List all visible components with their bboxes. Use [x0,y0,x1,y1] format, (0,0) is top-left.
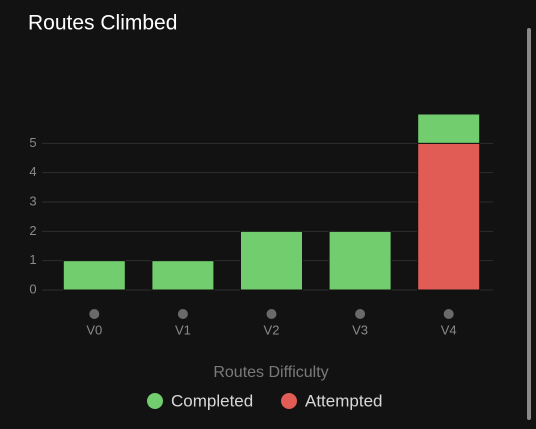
x-tick-dot [177,309,188,319]
y-tick-label: 5 [29,135,36,150]
x-tick-dot [89,309,100,319]
y-tick-label: 2 [29,223,36,238]
bar-segment [62,260,126,291]
scrollbar[interactable] [527,28,531,420]
chart-title: Routes Climbed [28,12,177,35]
legend-swatch [281,393,297,409]
x-tick-label: V2 [264,322,280,337]
x-axis-title: Routes Difficulty [213,364,328,381]
y-tick-label: 1 [29,252,36,267]
bar-segment [417,142,481,291]
x-tick-dot [443,309,454,319]
x-tick-dot [266,309,277,319]
legend-label: Attempted [305,391,383,410]
x-tick-dot [355,309,366,319]
x-tick-label: V3 [352,322,368,337]
y-tick-label: 3 [29,193,36,208]
x-tick-label: V1 [175,322,191,337]
x-tick-label: V4 [441,322,457,337]
bar-segment [151,260,215,291]
bar-segment [328,230,392,291]
x-tick-label: V0 [86,322,102,337]
y-tick-label: 4 [29,164,36,179]
bar-segment [417,113,481,144]
legend-swatch [147,393,163,409]
bar-segment [240,230,303,291]
y-tick-label: 0 [29,281,36,296]
legend-label: Completed [171,391,253,410]
